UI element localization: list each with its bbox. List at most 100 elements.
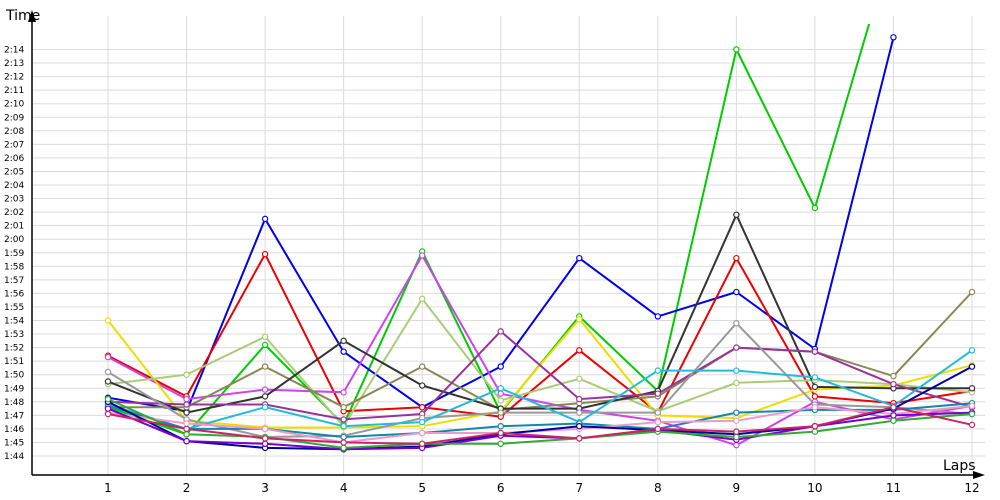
data-point: [576, 395, 583, 403]
data-point: [497, 385, 504, 392]
data-point: [261, 250, 269, 258]
data-point: [340, 444, 347, 452]
series-line-10: [107, 321, 973, 439]
series-line-9: [107, 329, 973, 421]
y-tick-label: 1:56: [4, 289, 24, 299]
x-tick-label: 1: [104, 481, 112, 495]
data-point: [654, 390, 662, 397]
data-point: [890, 412, 897, 419]
data-point: [576, 315, 583, 323]
data-point: [104, 368, 112, 376]
y-tick-label: 2:13: [4, 59, 24, 69]
data-point: [183, 371, 190, 378]
data-point: [418, 404, 426, 411]
data-point: [340, 389, 347, 396]
x-tick-label: 8: [654, 481, 662, 495]
data-point: [890, 372, 897, 380]
data-point: [733, 211, 740, 219]
data-point: [733, 46, 740, 53]
series-points: [104, 34, 976, 453]
series-line-15: [107, 407, 973, 451]
data-point: [654, 367, 662, 374]
data-point: [890, 417, 897, 424]
series-line-7: [108, 291, 973, 411]
data-point: [418, 363, 426, 370]
x-tick-label: 6: [497, 481, 505, 495]
y-tick-label: 2:02: [4, 208, 24, 218]
data-point: [261, 440, 269, 448]
y-tick-label: 1:57: [4, 276, 24, 286]
y-tick-label: 2:00: [4, 235, 24, 245]
axes: [28, 10, 985, 479]
data-point: [104, 317, 112, 324]
y-tick-label: 2:06: [4, 154, 24, 164]
y-tick-label: 1:50: [4, 371, 24, 381]
y-tick-label: 1:45: [4, 438, 24, 448]
data-point: [183, 420, 190, 427]
data-point: [340, 337, 347, 345]
y-tick-label: 2:09: [4, 113, 24, 123]
data-point: [261, 425, 269, 433]
data-point: [576, 422, 583, 430]
data-point: [733, 428, 740, 435]
y-tick-label: 2:05: [4, 167, 24, 177]
data-point: [733, 441, 740, 449]
y-tick-label: 2:08: [4, 127, 24, 137]
data-point: [183, 409, 190, 416]
y-tick-label: 1:55: [4, 303, 24, 313]
data-point: [497, 363, 504, 370]
x-tick-label: 3: [261, 481, 269, 495]
data-point: [733, 367, 740, 374]
data-point: [183, 425, 190, 433]
y-tick-label: 2:01: [4, 222, 24, 232]
y-tick-label: 1:54: [4, 317, 24, 327]
data-point: [811, 404, 819, 411]
data-point: [183, 401, 190, 408]
data-point: [654, 418, 662, 426]
data-point: [733, 417, 740, 424]
data-point: [418, 440, 426, 448]
x-tick-label: 7: [575, 481, 583, 495]
x-tick-label: 9: [733, 481, 741, 495]
data-point: [340, 348, 347, 355]
data-point: [261, 386, 269, 393]
data-point: [418, 418, 426, 426]
x-tick-label: 12: [964, 481, 979, 495]
y-tick-label: 2:14: [4, 46, 24, 56]
data-point: [497, 397, 504, 404]
data-point: [890, 380, 897, 388]
data-point: [576, 347, 583, 354]
data-point: [576, 254, 583, 262]
data-point: [733, 288, 740, 296]
data-point: [497, 422, 504, 430]
data-point: [497, 390, 504, 397]
data-point: [968, 363, 976, 370]
data-point: [340, 422, 347, 430]
x-tick-label: 11: [886, 481, 901, 495]
data-point: [654, 313, 662, 320]
data-point: [733, 320, 740, 327]
data-point: [183, 395, 190, 403]
data-point: [104, 353, 112, 361]
y-tick-label: 1:52: [4, 344, 24, 354]
x-tick-label: 4: [340, 481, 348, 495]
data-point: [340, 404, 347, 411]
data-point: [811, 422, 819, 430]
series-line-5: [107, 317, 973, 429]
series-lines: [107, 24, 973, 451]
y-tick-label: 1:53: [4, 330, 24, 340]
x-tick-label: 2: [183, 481, 191, 495]
data-point: [968, 385, 976, 392]
data-point: [733, 379, 740, 387]
data-point: [811, 428, 819, 435]
data-point: [811, 374, 819, 381]
data-point: [968, 410, 976, 418]
data-point: [968, 288, 976, 296]
x-tick-label: 10: [807, 481, 822, 495]
series-line-8: [107, 212, 972, 414]
y-tick-label: 2:07: [4, 140, 24, 150]
y-tick-label: 1:49: [4, 384, 24, 394]
data-point: [576, 409, 583, 416]
data-point: [968, 421, 976, 429]
